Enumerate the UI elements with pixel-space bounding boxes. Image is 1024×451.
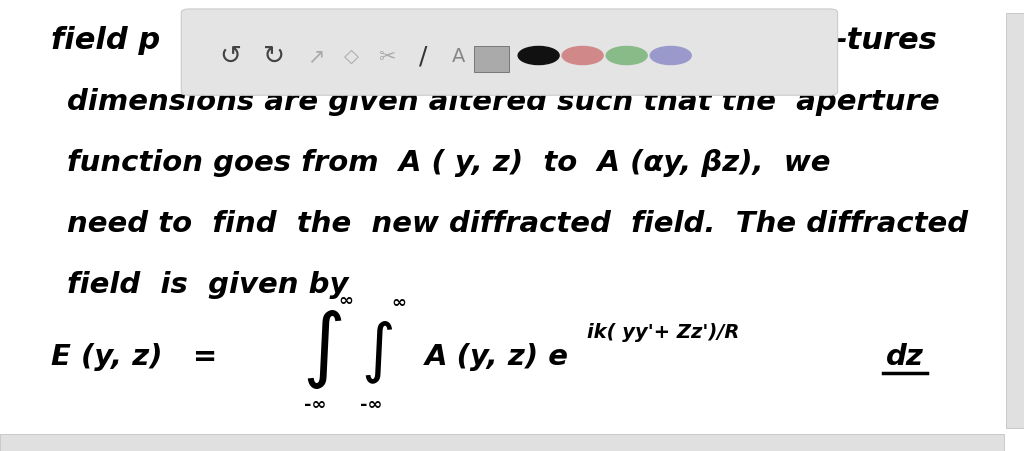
Circle shape	[606, 47, 647, 65]
Text: ∞: ∞	[339, 291, 353, 309]
Text: ik( yy'+ Zz')/R: ik( yy'+ Zz')/R	[587, 322, 739, 341]
Circle shape	[518, 47, 559, 65]
Text: ✂: ✂	[378, 46, 396, 66]
Text: ↗: ↗	[306, 46, 325, 66]
Text: A (y, z) e: A (y, z) e	[425, 342, 569, 370]
Bar	[0, 434, 1004, 451]
Bar	[1006, 14, 1024, 428]
Text: $\int$: $\int$	[360, 318, 393, 385]
Circle shape	[650, 47, 691, 65]
Text: -∞: -∞	[304, 395, 327, 413]
Text: dimensions are given altered such that the  aperture: dimensions are given altered such that t…	[67, 87, 939, 115]
Text: /: /	[419, 44, 427, 69]
Text: -∞: -∞	[360, 395, 383, 413]
Text: field p: field p	[51, 26, 161, 55]
FancyBboxPatch shape	[181, 10, 838, 96]
Circle shape	[562, 47, 603, 65]
Text: ∞: ∞	[392, 293, 407, 311]
Text: $\int$: $\int$	[302, 308, 343, 391]
Text: E (y, z)   =: E (y, z) =	[51, 342, 217, 370]
Text: A: A	[452, 47, 466, 66]
Text: field  is  given by: field is given by	[67, 270, 348, 298]
Text: ◇: ◇	[344, 47, 358, 66]
Text: need to  find  the  new diffracted  field.  The diffracted: need to find the new diffracted field. T…	[67, 209, 968, 237]
Text: function goes from  A ( y, z)  to  A (αy, βz),  we: function goes from A ( y, z) to A (αy, β…	[67, 148, 830, 176]
Text: -tures: -tures	[835, 26, 937, 55]
FancyBboxPatch shape	[474, 46, 509, 73]
Text: dz: dz	[886, 342, 924, 370]
Text: ↻: ↻	[263, 43, 286, 69]
Text: ↺: ↺	[219, 43, 242, 69]
